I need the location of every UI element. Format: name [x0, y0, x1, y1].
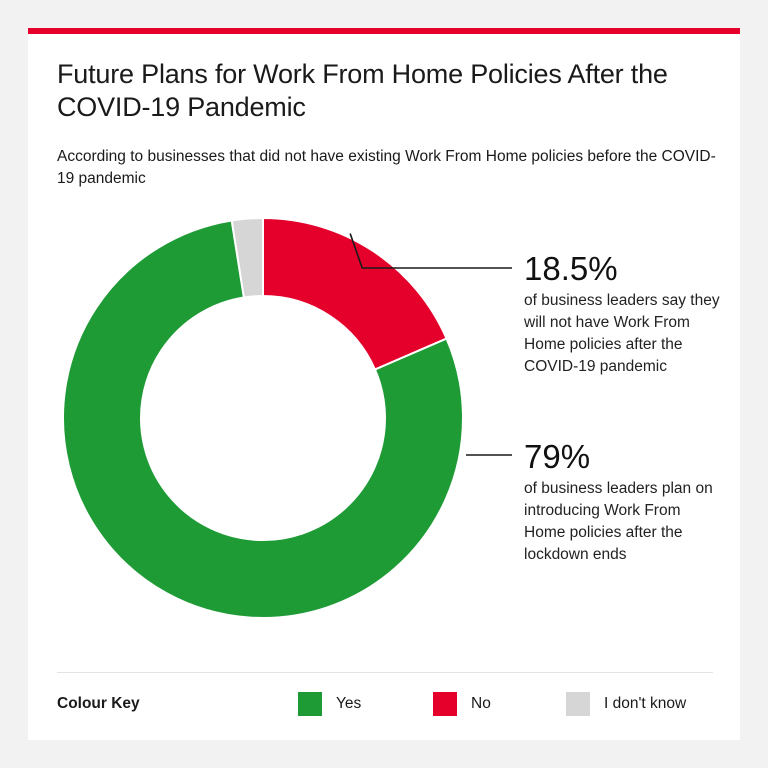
legend-label-no: No [471, 695, 491, 712]
leader-line-no [349, 233, 512, 269]
legend-label-dont-know: I don't know [604, 695, 687, 712]
slice-yes [62, 219, 464, 619]
callout-no: 18.5% of business leaders say they will … [524, 250, 724, 378]
legend-item-yes: Yes [298, 692, 361, 716]
chart-subtitle: According to businesses that did not hav… [57, 148, 716, 187]
legend-title: Colour Key [57, 695, 140, 712]
chart-title: Future Plans for Work From Home Policies… [57, 59, 668, 122]
callout-no-description: of business leaders say they will not ha… [524, 292, 720, 375]
legend-item-no: No [433, 692, 491, 716]
slice-no [262, 216, 448, 371]
callout-no-value: 18.5% [524, 250, 618, 287]
legend-swatch-yes [298, 692, 322, 716]
legend-divider [57, 672, 713, 673]
legend-swatch-no [433, 692, 457, 716]
callout-yes: 79% of business leaders plan on introduc… [524, 438, 724, 566]
legend-item-dont-know: I don't know [566, 692, 686, 716]
callout-yes-value: 79% [524, 438, 591, 475]
legend-swatch-dont-know [566, 692, 590, 716]
legend-label-yes: Yes [336, 695, 362, 712]
accent-bar [28, 28, 740, 34]
slice-dont-know [230, 216, 264, 299]
callout-yes-description: of business leaders plan on introducing … [524, 480, 713, 563]
